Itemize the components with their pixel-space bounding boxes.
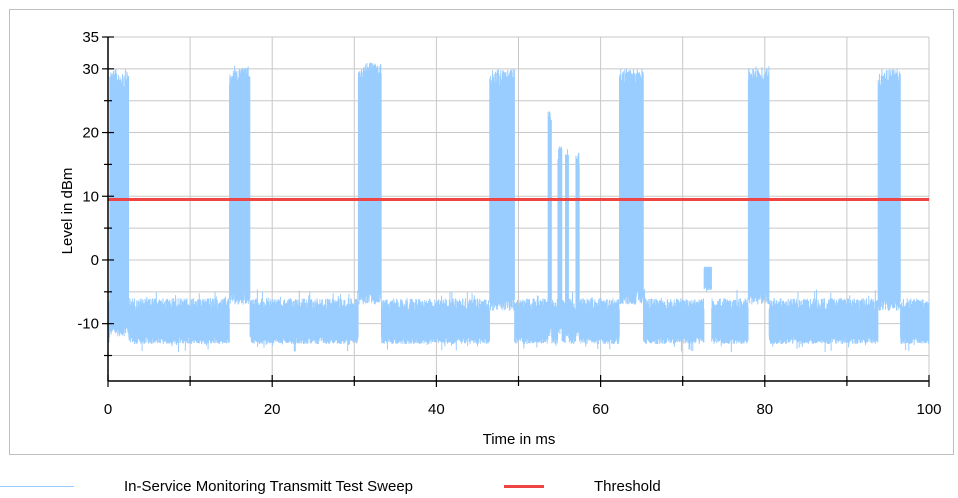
y-tick-label: -10 — [77, 316, 99, 333]
x-tick-label: 80 — [756, 401, 773, 418]
legend-label-threshold: Threshold — [594, 478, 661, 495]
legend-swatch-sweep — [0, 486, 74, 487]
x-axis-title: Time in ms — [483, 431, 556, 448]
y-tick-label: 10 — [82, 188, 99, 205]
y-tick-labels: -10 0 10 20 30 35 — [77, 29, 99, 333]
y-tick-label: 30 — [82, 61, 99, 78]
x-tick-label: 60 — [592, 401, 609, 418]
legend-item-sweep: In-Service Monitoring Transmitt Test Swe… — [0, 478, 413, 495]
y-tick-label: 0 — [91, 252, 99, 269]
chart: 0 20 40 60 80 100 -10 0 10 20 30 35 Time in ms Lev… — [9, 9, 954, 455]
legend-item-threshold: Threshold — [504, 478, 661, 495]
y-tick-label: 35 — [82, 29, 99, 46]
x-tick-label: 40 — [428, 401, 445, 418]
y-axis-title: Level in dBm — [59, 168, 76, 255]
legend: In-Service Monitoring Transmitt Test Swe… — [0, 474, 958, 498]
x-tick-labels: 0 20 40 60 80 100 — [104, 401, 942, 418]
x-tick-label: 20 — [264, 401, 281, 418]
x-tick-label: 100 — [916, 401, 941, 418]
legend-swatch-threshold — [504, 485, 544, 488]
axes — [102, 36, 930, 387]
x-tick-label: 0 — [104, 401, 112, 418]
y-tick-label: 20 — [82, 125, 99, 142]
chart-frame — [9, 9, 954, 455]
legend-label-sweep: In-Service Monitoring Transmitt Test Swe… — [124, 478, 414, 495]
